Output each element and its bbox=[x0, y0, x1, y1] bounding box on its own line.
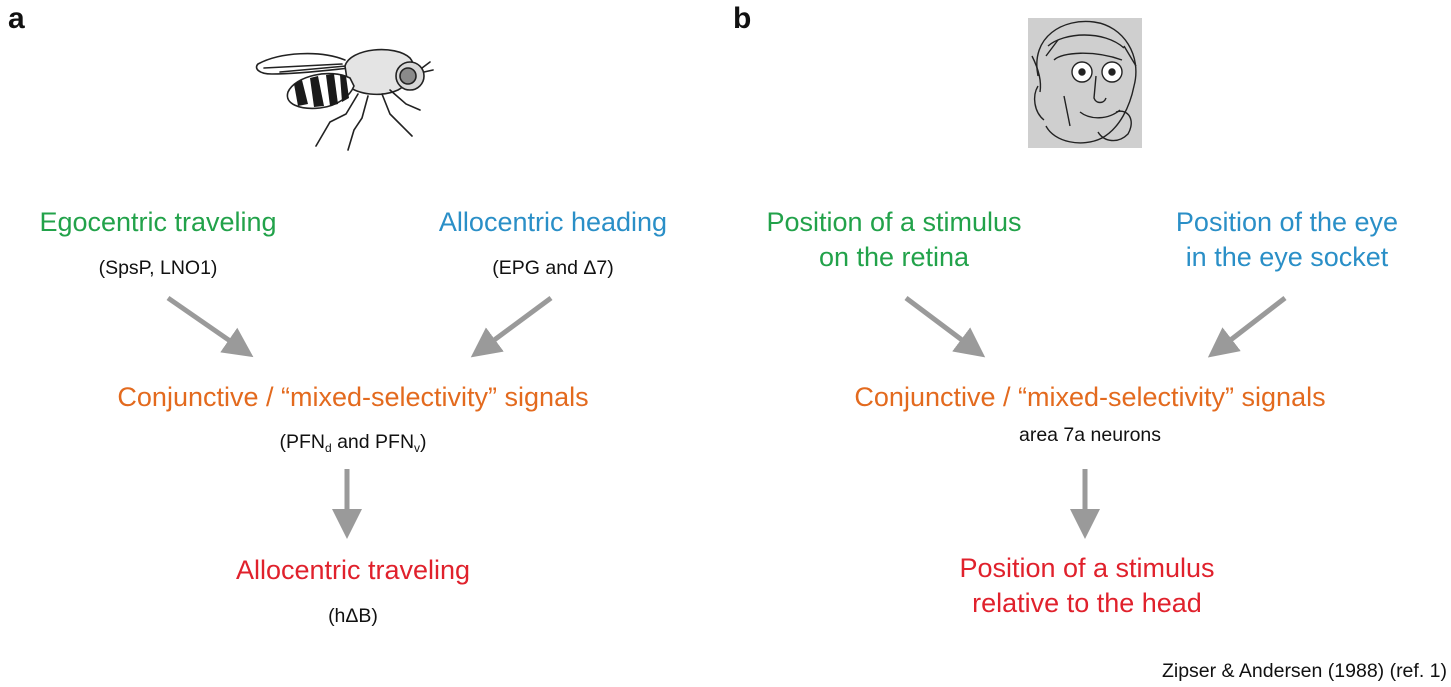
area-7a-neurons: area 7a neurons bbox=[1018, 424, 1162, 446]
egocentric-traveling-neurons: (SpsP, LNO1) bbox=[98, 257, 218, 279]
monkey-illustration bbox=[1028, 18, 1142, 148]
allocentric-traveling-neurons: (hΔB) bbox=[328, 605, 378, 627]
citation-credit: Zipser & Andersen (1988) (ref. 1) bbox=[1161, 660, 1447, 682]
arrow-retina-to-conjunctive-b bbox=[904, 296, 986, 358]
stimulus-retina-line2: on the retina bbox=[818, 242, 970, 272]
eye-position-line2: in the eye socket bbox=[1185, 242, 1389, 272]
eye-position-line1: Position of the eye bbox=[1175, 207, 1399, 237]
conjunctive-signals-label-a: Conjunctive / “mixed-selectivity” signal… bbox=[117, 382, 589, 412]
arrow-heading-to-conjunctive-a bbox=[470, 295, 553, 358]
panel-b-label: b bbox=[733, 2, 752, 35]
allocentric-heading-neurons: (EPG and Δ7) bbox=[492, 257, 614, 279]
stimulus-head-line2: relative to the head bbox=[972, 588, 1202, 618]
stimulus-retina-line1: Position of a stimulus bbox=[766, 207, 1022, 237]
conjunctive-signals-label-b: Conjunctive / “mixed-selectivity” signal… bbox=[854, 382, 1326, 412]
allocentric-traveling-label: Allocentric traveling bbox=[235, 555, 471, 585]
fly-illustration bbox=[255, 48, 434, 151]
panel-a-label: a bbox=[8, 2, 25, 35]
arrow-eye-to-conjunctive-b bbox=[1207, 296, 1287, 358]
arrow-egocentric-to-conjunctive-a bbox=[166, 295, 254, 358]
eye-position-label: Position of the eye in the eye socket bbox=[1176, 205, 1398, 275]
egocentric-traveling-label: Egocentric traveling bbox=[39, 207, 277, 237]
stimulus-head-label: Position of a stimulus relative to the h… bbox=[959, 551, 1214, 621]
conjunctive-signals-neurons-a: (PFNd and PFNv) bbox=[279, 431, 427, 455]
stimulus-head-line1: Position of a stimulus bbox=[959, 553, 1215, 583]
allocentric-heading-label: Allocentric heading bbox=[438, 207, 668, 237]
stimulus-retina-label: Position of a stimulus on the retina bbox=[766, 205, 1021, 275]
